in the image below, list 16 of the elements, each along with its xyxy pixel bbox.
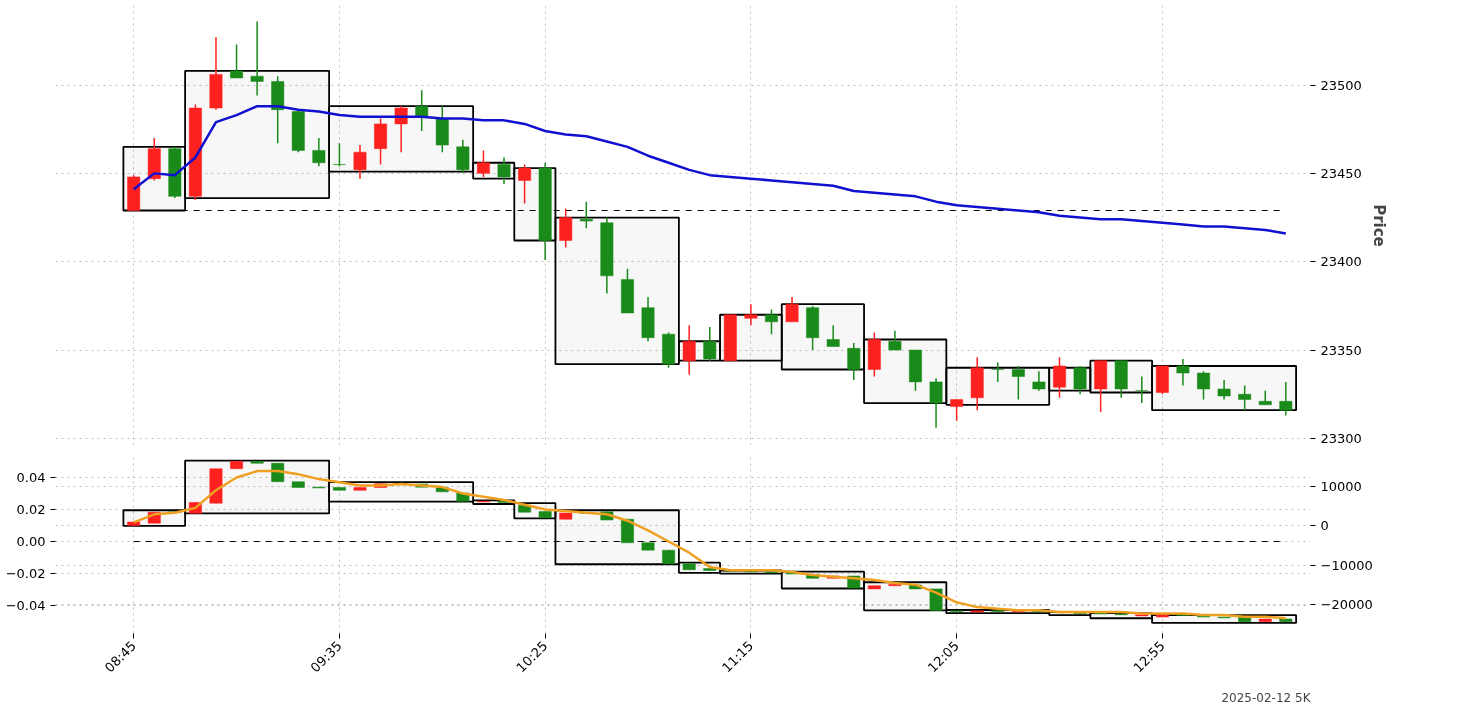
y2-tick-label: 10000 xyxy=(1320,479,1362,495)
y-tick-label: −0.04 xyxy=(5,598,46,613)
y-tick-label: −0.02 xyxy=(5,566,46,581)
y-tick-label: 23450 xyxy=(1320,165,1362,181)
y-tick-label: 0.00 xyxy=(16,534,46,549)
y2-tick-label: 0 xyxy=(1320,518,1329,534)
y-tick-label: 0.04 xyxy=(16,470,46,485)
y-axis-title: Price xyxy=(1369,204,1388,247)
y-tick-label: 0.02 xyxy=(16,502,46,517)
y-tick-label: 23300 xyxy=(1320,430,1362,446)
y2-tick-label: −20000 xyxy=(1320,596,1373,612)
y-tick-label: 23350 xyxy=(1320,342,1362,358)
y-tick-label: 23400 xyxy=(1320,254,1362,270)
y2-tick-label: −10000 xyxy=(1320,557,1373,573)
y-tick-label: 23500 xyxy=(1320,77,1362,93)
text: 2025-02-12 5K xyxy=(1221,690,1312,705)
